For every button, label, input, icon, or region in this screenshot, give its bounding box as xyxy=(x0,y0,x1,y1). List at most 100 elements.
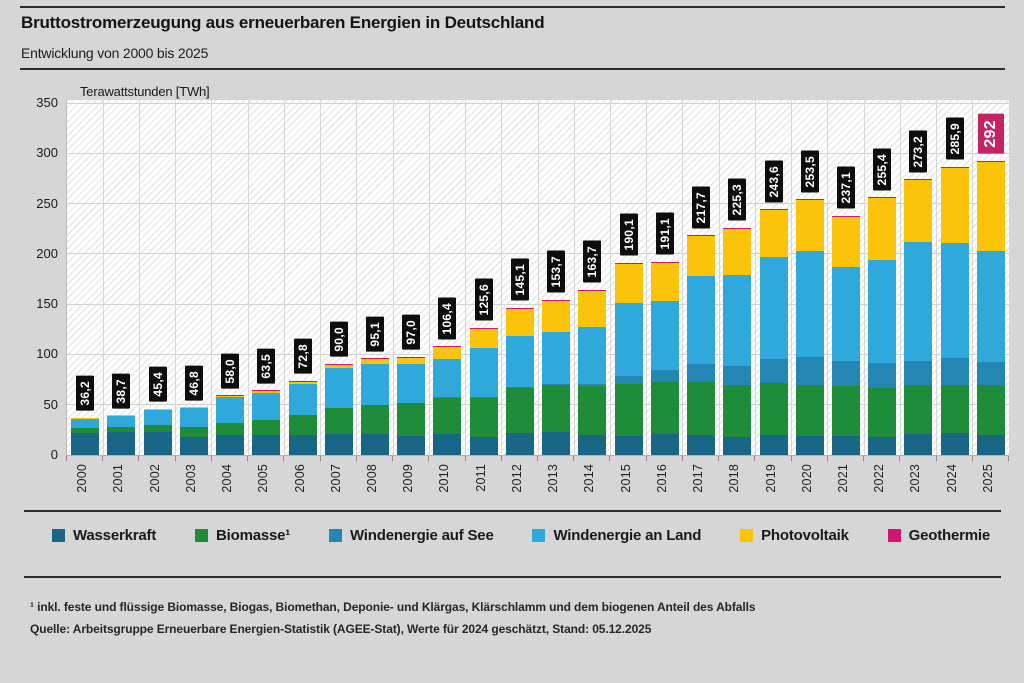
bar-segment-2007 xyxy=(324,363,353,365)
bar-segment-2002 xyxy=(143,409,172,426)
x-tick-mark xyxy=(102,456,104,461)
bar-segment-2004 xyxy=(216,397,245,424)
x-tick-mark xyxy=(428,456,430,461)
bar-segment-2019 xyxy=(759,209,788,211)
bar-segment-2009 xyxy=(397,435,426,455)
bar-segment-2004 xyxy=(216,434,245,455)
bar-value-label-2012: 145,1 xyxy=(510,259,529,301)
chart-legend: Wasserkraft Biomasse¹ Windenergie auf See W… xyxy=(52,527,990,544)
y-tick-label-100: 100 xyxy=(36,346,58,362)
bar-2005: 63,5 xyxy=(252,100,281,455)
year-label-2004: 2004 xyxy=(220,464,235,493)
legend-item-photovoltaik: Photovoltaik xyxy=(740,527,849,544)
bar-2022: 255,4 xyxy=(868,100,897,455)
gridline-vertical xyxy=(247,100,249,455)
bar-segment-2018 xyxy=(723,365,752,386)
bar-segment-2019 xyxy=(759,383,788,435)
year-label-2010: 2010 xyxy=(437,464,452,493)
source-line: Quelle: Arbeitsgruppe Erneuerbare Energi… xyxy=(30,622,652,636)
bar-segment-2023 xyxy=(904,241,933,362)
bar-segment-2013 xyxy=(542,300,571,332)
bar-segment-2016 xyxy=(650,382,679,435)
bar-2008: 95,1 xyxy=(360,100,389,455)
bar-segment-2010 xyxy=(433,398,462,434)
bar-segment-2011 xyxy=(469,437,498,455)
bar-segment-2023 xyxy=(904,361,933,385)
bar-segment-2012 xyxy=(505,335,534,387)
gridline-vertical xyxy=(609,100,611,455)
bar-segment-2022 xyxy=(868,259,897,363)
legend-item-biomasse-: Biomasse¹ xyxy=(195,527,290,544)
gridline-vertical xyxy=(573,100,575,455)
year-label-2023: 2023 xyxy=(908,464,923,493)
bar-segment-2011 xyxy=(469,398,498,438)
year-label-2000: 2000 xyxy=(75,464,90,493)
bar-segment-2024 xyxy=(940,433,969,455)
bar-segment-2015 xyxy=(614,302,643,376)
bar-2018: 225,3 xyxy=(723,100,752,455)
legend-item-geothermie: Geothermie xyxy=(887,527,991,544)
x-tick-mark xyxy=(500,456,502,461)
bar-segment-2024 xyxy=(940,166,969,168)
bar-segment-2022 xyxy=(868,198,897,260)
x-tick-mark xyxy=(210,456,212,461)
bar-segment-2023 xyxy=(904,384,933,435)
x-tick-mark xyxy=(863,456,865,461)
gridline-vertical xyxy=(356,100,358,455)
bar-segment-2019 xyxy=(759,256,788,359)
bar-2016: 191,1 xyxy=(650,100,679,455)
bar-segment-2006 xyxy=(288,434,317,455)
bar-segment-2005 xyxy=(252,392,281,420)
bar-segment-2017 xyxy=(687,364,716,383)
legend-label: Windenergie auf See xyxy=(349,527,494,544)
bar-segment-2003 xyxy=(179,427,208,438)
bar-segment-2012 xyxy=(505,432,534,455)
x-tick-mark xyxy=(754,456,756,461)
year-label-2016: 2016 xyxy=(654,464,669,493)
x-tick-mark xyxy=(681,456,683,461)
bar-segment-2020 xyxy=(795,436,824,455)
bar-segment-2006 xyxy=(288,381,317,385)
bar-segment-2011 xyxy=(469,328,498,349)
bar-2020: 253,5 xyxy=(795,100,824,455)
bar-segment-2003 xyxy=(179,408,208,428)
bar-segment-2020 xyxy=(795,357,824,385)
bar-segment-2025 xyxy=(976,361,1005,385)
bar-segment-2012 xyxy=(505,307,534,309)
bar-segment-2021 xyxy=(831,267,860,362)
bar-segment-2004 xyxy=(216,396,245,398)
legend-swatch-icon xyxy=(328,529,342,542)
bar-segment-2009 xyxy=(397,357,426,365)
gridline-vertical xyxy=(283,100,285,455)
legend-label: Biomasse¹ xyxy=(216,527,291,544)
bar-segment-2008 xyxy=(360,363,389,405)
bar-segment-2017 xyxy=(687,235,716,237)
bar-segment-2012 xyxy=(505,308,534,336)
bar-value-label-2016: 191,1 xyxy=(655,213,674,256)
year-label-2024: 2024 xyxy=(944,464,959,493)
bar-segment-2011 xyxy=(469,348,498,398)
y-tick-label-250: 250 xyxy=(36,195,58,211)
bar-value-label-2000: 36,2 xyxy=(76,376,95,411)
bar-value-label-2020: 253,5 xyxy=(800,150,819,193)
bar-value-label-2008: 95,1 xyxy=(365,316,384,352)
bar-segment-2003 xyxy=(179,407,208,409)
year-label-2018: 2018 xyxy=(727,464,742,493)
bar-value-label-2017: 217,7 xyxy=(692,186,711,229)
y-tick-label-200: 200 xyxy=(36,245,58,261)
bar-segment-2007 xyxy=(324,407,353,434)
bar-value-label-2007: 90,0 xyxy=(329,322,348,357)
bar-segment-2005 xyxy=(252,419,281,436)
bar-segment-2015 xyxy=(614,375,643,384)
bar-segment-2009 xyxy=(397,364,426,404)
bar-segment-2009 xyxy=(397,403,426,436)
year-label-2002: 2002 xyxy=(147,464,162,493)
bar-value-label-2005: 63,5 xyxy=(257,348,276,384)
bar-segment-2008 xyxy=(360,359,389,364)
bar-segment-2010 xyxy=(433,359,462,398)
bar-segment-2000 xyxy=(71,418,100,429)
legend-label: Geothermie xyxy=(908,527,991,544)
x-tick-mark xyxy=(174,456,176,461)
bar-segment-2003 xyxy=(179,437,208,455)
bar-segment-2015 xyxy=(614,384,643,436)
